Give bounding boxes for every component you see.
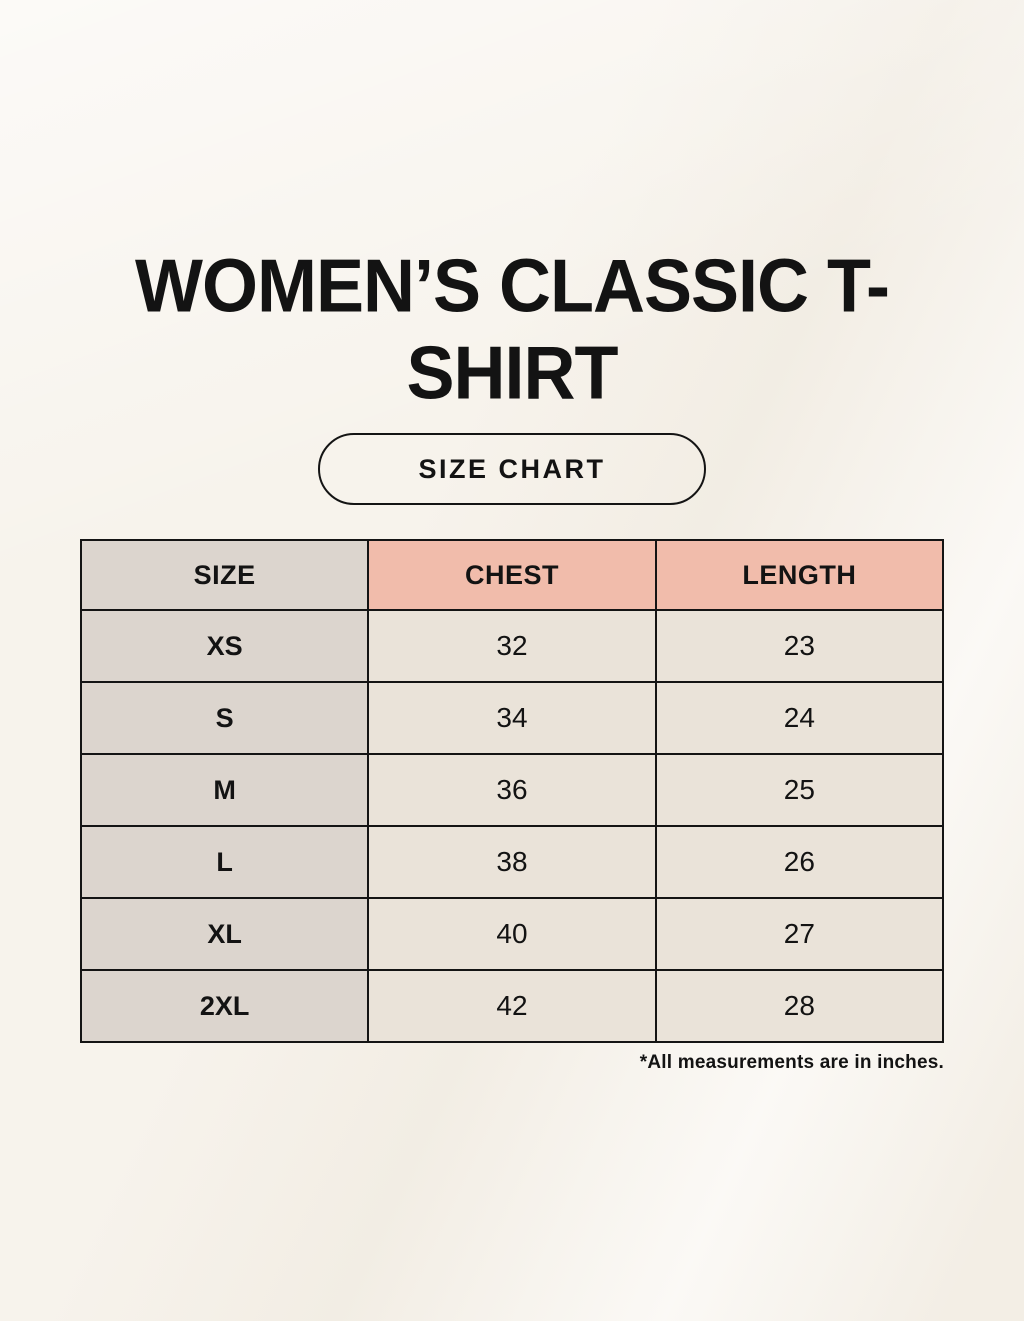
length-value: 25 xyxy=(654,753,945,827)
length-value: 24 xyxy=(654,681,945,755)
size-table: SIZE CHEST LENGTH XS 32 23 S 34 24 M 36 … xyxy=(79,539,945,1043)
table-row-s: S 34 24 xyxy=(79,681,945,755)
size-chart-badge: SIZE CHART xyxy=(318,433,706,505)
size-label: S xyxy=(79,681,370,755)
length-value: 23 xyxy=(654,609,945,683)
size-table-body: XS 32 23 S 34 24 M 36 25 L 38 26 XL 40 xyxy=(79,609,945,1043)
chest-value: 36 xyxy=(367,753,657,827)
header-cell-length: LENGTH xyxy=(654,539,945,611)
header-row: SIZE CHEST LENGTH xyxy=(79,539,945,611)
size-table-header: SIZE CHEST LENGTH xyxy=(79,539,945,611)
length-value: 26 xyxy=(654,825,945,899)
length-value: 27 xyxy=(654,897,945,971)
chest-value: 40 xyxy=(367,897,657,971)
length-value: 28 xyxy=(654,969,945,1043)
chest-value: 42 xyxy=(367,969,657,1043)
table-row-xs: XS 32 23 xyxy=(79,609,945,683)
size-label: L xyxy=(79,825,370,899)
size-chart-badge-label: SIZE CHART xyxy=(418,453,606,484)
size-label: XS xyxy=(79,609,370,683)
size-label: XL xyxy=(79,897,370,971)
table-row-m: M 36 25 xyxy=(79,753,945,827)
table-row-2xl: 2XL 42 28 xyxy=(79,969,945,1043)
header-cell-chest: CHEST xyxy=(367,539,657,611)
table-row-xl: XL 40 27 xyxy=(79,897,945,971)
size-label: M xyxy=(79,753,370,827)
measurements-footnote: *All measurements are in inches. xyxy=(639,1052,944,1073)
page-title: WOMEN’S CLASSIC T-SHIRT xyxy=(135,244,890,416)
chest-value: 38 xyxy=(367,825,657,899)
table-row-l: L 38 26 xyxy=(79,825,945,899)
size-label: 2XL xyxy=(79,969,370,1043)
chest-value: 34 xyxy=(367,681,657,755)
header-cell-size: SIZE xyxy=(79,539,370,611)
chest-value: 32 xyxy=(367,609,657,683)
